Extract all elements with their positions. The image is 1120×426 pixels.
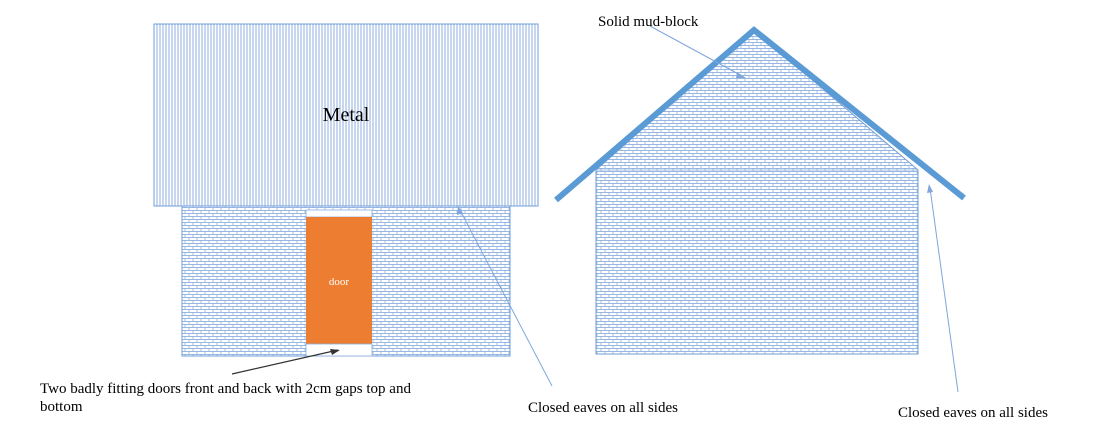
side-eaves-arrow [929, 187, 959, 393]
metal-roof [153, 23, 539, 207]
front-eaves-note: Closed eaves on all sides [528, 400, 678, 416]
door-note-arrowhead [330, 349, 340, 355]
metal-roof-label: Metal [323, 104, 370, 126]
door-note-line2: bottom [40, 399, 83, 415]
roof-edge [554, 26, 966, 203]
mud-block-arrow [649, 25, 743, 77]
door-note-arrow [231, 349, 339, 375]
side-eaves-arrowhead [927, 184, 933, 193]
front-eaves-arrow [459, 209, 553, 387]
mud-block-arrowhead [736, 72, 746, 78]
door-gap-top [305, 209, 373, 218]
side-wall [595, 29, 919, 355]
side-view: Solid mud-block Closed eaves on all side… [554, 14, 1048, 421]
front-eaves-arrowhead [457, 206, 463, 215]
front-view: Metal door Two badly fitting doors front… [40, 23, 678, 416]
mud-block-note: Solid mud-block [598, 14, 699, 30]
door-label: door [329, 276, 350, 288]
door [306, 217, 372, 344]
side-eaves-note: Closed eaves on all sides [898, 405, 1048, 421]
door-note-line1: Two badly fitting doors front and back w… [40, 381, 411, 397]
